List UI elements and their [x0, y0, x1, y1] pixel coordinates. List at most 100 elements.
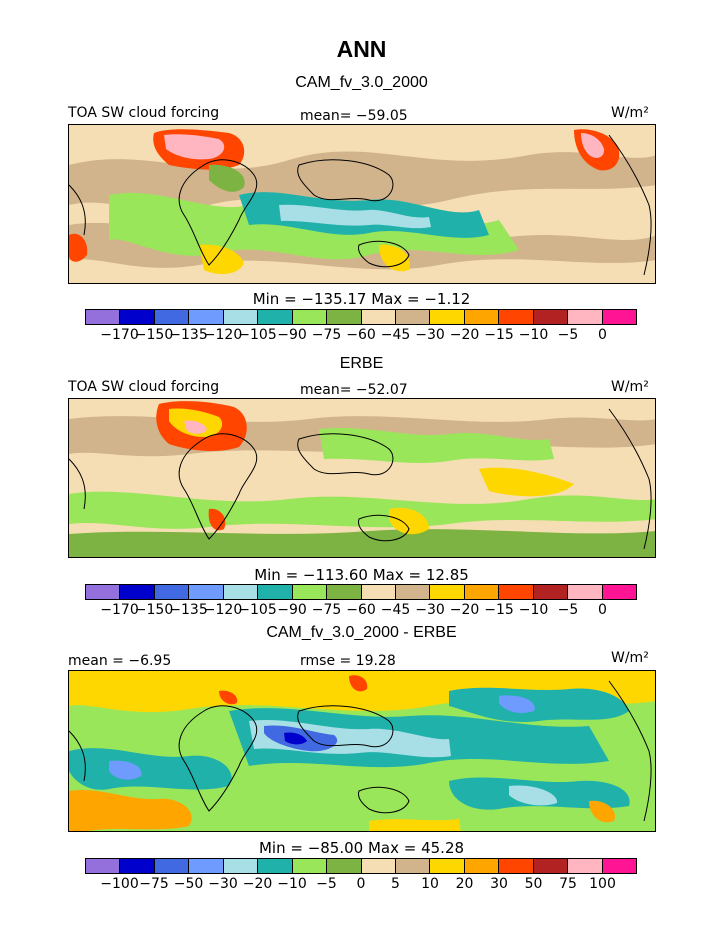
colorbar-swatch [154, 859, 190, 873]
colorbar-tick-label: −10 [277, 876, 307, 892]
colorbar-tick-label: 10 [421, 876, 439, 892]
colorbar-tick-label: −20 [449, 327, 480, 343]
colorbar-tick-label: 100 [589, 876, 616, 892]
colorbar-swatch [292, 859, 328, 873]
panel-2-colorbar [85, 584, 637, 600]
colorbar-swatch [189, 859, 224, 873]
colorbar-tick-label: −10 [518, 327, 549, 343]
colorbar-swatch [430, 859, 465, 873]
colorbar-tick-label: 20 [455, 876, 474, 892]
colorbar-tick-label: −5 [557, 327, 579, 343]
colorbar-swatch [361, 585, 396, 599]
colorbar-swatch [499, 859, 534, 873]
colorbar-swatch [533, 859, 569, 873]
colorbar-swatch [602, 585, 636, 599]
colorbar-swatch [292, 585, 328, 599]
panel-1-mean-label: mean= −59.05 [300, 108, 408, 124]
colorbar-tick-label: −135 [169, 327, 208, 343]
colorbar-swatch [120, 310, 155, 324]
colorbar-swatch [430, 585, 465, 599]
colorbar-tick-label: −90 [277, 602, 307, 618]
colorbar-tick-label: −105 [238, 327, 277, 343]
colorbar-swatch [361, 310, 396, 324]
colorbar-swatch [292, 310, 328, 324]
colorbar-swatch [395, 310, 431, 324]
colorbar-swatch [223, 859, 259, 873]
colorbar-swatch [327, 310, 362, 324]
colorbar-tick-label: −75 [311, 327, 342, 343]
colorbar-tick-label: −150 [134, 327, 174, 343]
colorbar-swatch [154, 585, 190, 599]
colorbar-tick-label: −60 [346, 327, 376, 343]
colorbar-swatch [430, 310, 465, 324]
colorbar-swatch [86, 310, 121, 324]
main-title: ANN [336, 36, 387, 62]
colorbar-swatch [361, 859, 396, 873]
panel-2-map [68, 398, 656, 558]
colorbar-swatch [602, 859, 636, 873]
colorbar-swatch [120, 859, 155, 873]
colorbar-tick-label: −105 [238, 602, 277, 618]
colorbar-swatch [223, 585, 259, 599]
colorbar-tick-label: −30 [415, 602, 445, 618]
panel-1-colorbar [85, 309, 637, 325]
colorbar-tick-label: −5 [557, 602, 579, 618]
panel-2-colorbar-ticks: −170 −150 −135 −120 −105 −90 −75 −60 −45 −30 −20 −1… [85, 602, 637, 620]
colorbar-tick-label: −15 [484, 602, 514, 618]
colorbar-tick-label: 50 [524, 876, 543, 892]
panel-3-minmax: Min = −85.00 Max = 45.28 [258, 839, 465, 857]
panel-1-title: CAM_fv_3.0_2000 [295, 74, 428, 91]
panel-3-map [68, 670, 656, 832]
colorbar-swatch [464, 310, 500, 324]
colorbar-tick-label: −170 [100, 602, 139, 618]
panel-1-minmax: Min = −135.17 Max = −1.12 [252, 290, 471, 308]
colorbar-tick-label: 30 [490, 876, 508, 892]
panel-2-units-label: W/m² [611, 379, 649, 395]
colorbar-tick-label: −150 [134, 602, 174, 618]
colorbar-swatch [258, 585, 293, 599]
panel-2-variable-label: TOA SW cloud forcing [68, 379, 220, 395]
colorbar-swatch [464, 585, 500, 599]
colorbar-tick-label: −20 [449, 602, 480, 618]
colorbar-tick-label: 5 [391, 876, 400, 892]
colorbar-swatch [86, 859, 121, 873]
colorbar-swatch [499, 585, 534, 599]
colorbar-swatch [189, 310, 224, 324]
colorbar-swatch [258, 859, 293, 873]
colorbar-swatch [86, 585, 121, 599]
colorbar-swatch [568, 310, 603, 324]
panel-3-mean-label: mean = −6.95 [68, 653, 172, 669]
colorbar-swatch [395, 585, 431, 599]
colorbar-swatch [327, 859, 362, 873]
colorbar-swatch [533, 310, 569, 324]
colorbar-tick-label: −45 [380, 602, 411, 618]
colorbar-tick-label: −135 [169, 602, 208, 618]
colorbar-tick-label: −120 [203, 602, 243, 618]
colorbar-swatch [154, 310, 190, 324]
panel-3-rmse-label: rmse = 19.28 [300, 653, 396, 669]
panel-3-colorbar [85, 858, 637, 874]
colorbar-tick-label: −20 [242, 876, 273, 892]
panel-3-title: CAM_fv_3.0_2000 - ERBE [266, 624, 457, 641]
colorbar-swatch [258, 310, 293, 324]
colorbar-tick-label: −75 [139, 876, 169, 892]
colorbar-swatch [223, 310, 259, 324]
colorbar-tick-label: −15 [484, 327, 514, 343]
colorbar-tick-label: −10 [518, 602, 549, 618]
colorbar-swatch [602, 310, 636, 324]
colorbar-tick-label: −75 [311, 602, 342, 618]
colorbar-swatch [464, 859, 500, 873]
colorbar-swatch [395, 859, 431, 873]
colorbar-swatch [499, 310, 534, 324]
colorbar-tick-label: −170 [100, 327, 139, 343]
colorbar-tick-label: −30 [415, 327, 445, 343]
panel-3-units-label: W/m² [611, 650, 649, 666]
colorbar-swatch [568, 585, 603, 599]
colorbar-tick-label: −100 [100, 876, 139, 892]
colorbar-tick-label: −45 [380, 327, 411, 343]
colorbar-tick-label: −5 [316, 876, 337, 892]
panel-1-variable-label: TOA SW cloud forcing [68, 105, 220, 121]
panel-1-colorbar-ticks: −170 −150 −135 −120 −105 −90 −75 −60 −45 −30 −20 −1… [85, 327, 637, 345]
colorbar-tick-label: 0 [598, 602, 607, 618]
colorbar-tick-label: −120 [203, 327, 243, 343]
